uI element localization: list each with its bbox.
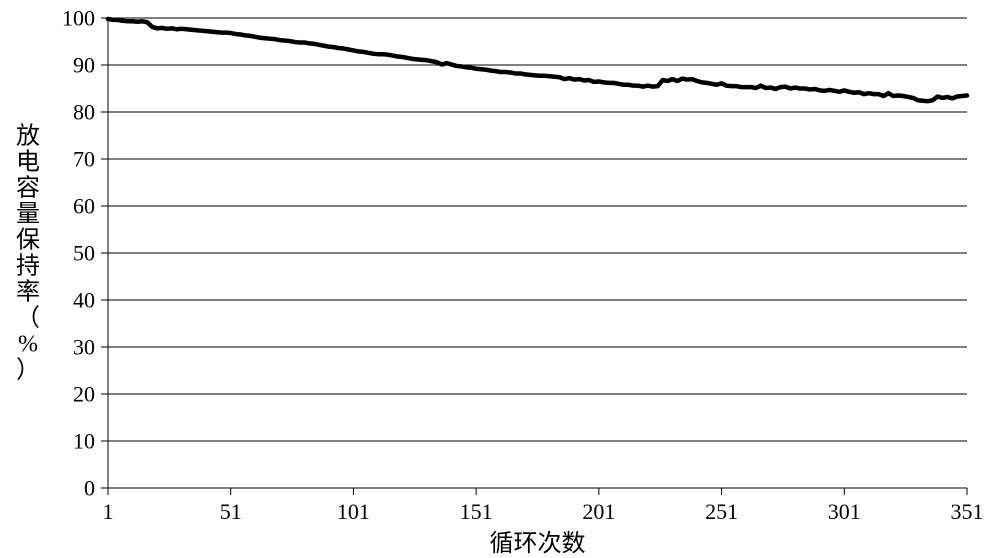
- x-tick-label: 301: [828, 499, 861, 524]
- y-tick-label: 40: [73, 288, 95, 313]
- x-axis-label: 循环次数: [490, 530, 586, 557]
- x-tick-label: 101: [337, 499, 370, 524]
- y-tick-label: 10: [73, 429, 95, 454]
- y-tick-label: 50: [73, 241, 95, 266]
- x-tick-label: 1: [103, 499, 114, 524]
- y-tick-label: 30: [73, 335, 95, 360]
- chart-svg: 1511011512012513013510102030405060708090…: [0, 0, 1000, 558]
- x-tick-label: 51: [220, 499, 242, 524]
- y-tick-label: 80: [73, 100, 95, 125]
- x-tick-label: 351: [951, 499, 984, 524]
- y-tick-label: 70: [73, 147, 95, 172]
- x-tick-label: 251: [705, 499, 738, 524]
- y-tick-label: 100: [62, 6, 95, 31]
- y-tick-label: 60: [73, 194, 95, 219]
- chart-bg: [0, 0, 1000, 558]
- y-axis-label: 放电容量保持率（%）: [16, 122, 40, 383]
- y-tick-label: 0: [84, 476, 95, 501]
- capacity-retention-chart: 1511011512012513013510102030405060708090…: [0, 0, 1000, 558]
- x-tick-label: 151: [460, 499, 493, 524]
- y-tick-label: 20: [73, 382, 95, 407]
- y-tick-label: 90: [73, 53, 95, 78]
- x-tick-label: 201: [582, 499, 615, 524]
